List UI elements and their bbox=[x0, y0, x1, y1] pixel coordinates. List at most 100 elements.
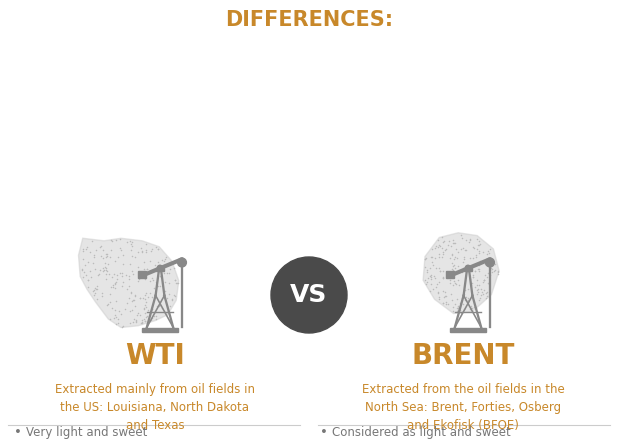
Point bbox=[90, 292, 99, 299]
Point bbox=[485, 280, 494, 287]
Point bbox=[170, 293, 180, 300]
Point bbox=[478, 291, 488, 298]
Point bbox=[477, 289, 487, 296]
Point bbox=[429, 272, 439, 279]
Point bbox=[122, 300, 132, 307]
Point bbox=[448, 262, 458, 269]
Point bbox=[475, 265, 485, 272]
Point bbox=[449, 255, 459, 262]
Point bbox=[421, 255, 431, 262]
Point bbox=[96, 242, 106, 249]
Bar bbox=[464, 268, 472, 271]
Point bbox=[170, 277, 180, 284]
Point bbox=[447, 243, 457, 250]
Point bbox=[453, 305, 463, 312]
Point bbox=[151, 315, 161, 323]
Point bbox=[454, 282, 464, 289]
Point bbox=[112, 275, 122, 282]
Point bbox=[467, 303, 476, 310]
Point bbox=[479, 286, 489, 293]
Point bbox=[89, 252, 99, 259]
Point bbox=[78, 255, 88, 262]
Point bbox=[439, 293, 449, 300]
Point bbox=[464, 285, 473, 292]
Text: BRENT: BRENT bbox=[412, 342, 515, 370]
Point bbox=[460, 286, 470, 293]
Point bbox=[452, 296, 462, 303]
Point bbox=[445, 254, 455, 261]
Point bbox=[491, 261, 501, 268]
Point bbox=[117, 269, 127, 276]
Point bbox=[111, 257, 121, 264]
Point bbox=[446, 274, 455, 281]
Point bbox=[112, 315, 122, 323]
Point bbox=[447, 252, 457, 259]
Point bbox=[479, 277, 489, 284]
Point bbox=[141, 241, 151, 248]
Point bbox=[431, 284, 441, 291]
Point bbox=[111, 321, 121, 328]
Point bbox=[127, 268, 137, 275]
Point bbox=[474, 250, 484, 257]
Point bbox=[83, 284, 93, 291]
Point bbox=[445, 271, 455, 279]
Point bbox=[85, 249, 95, 256]
Point bbox=[487, 266, 497, 273]
Point bbox=[95, 266, 105, 273]
Point bbox=[127, 270, 137, 277]
Point bbox=[426, 275, 436, 282]
Point bbox=[153, 245, 163, 252]
Point bbox=[127, 253, 137, 260]
Point bbox=[474, 261, 484, 268]
Point bbox=[457, 269, 467, 276]
Point bbox=[468, 273, 478, 280]
Point bbox=[449, 253, 459, 260]
Point bbox=[154, 302, 164, 309]
Point bbox=[153, 258, 163, 265]
Point bbox=[80, 261, 90, 268]
Point bbox=[434, 265, 444, 272]
Point bbox=[137, 319, 146, 326]
Text: WTI: WTI bbox=[125, 342, 185, 370]
Point bbox=[117, 323, 127, 330]
Point bbox=[127, 290, 137, 297]
Point bbox=[447, 266, 457, 273]
Point bbox=[141, 299, 151, 306]
Point bbox=[427, 258, 437, 265]
Point bbox=[143, 266, 153, 273]
Text: Extracted mainly from oil fields in
the US: Louisiana, North Dakota
and Texas: Extracted mainly from oil fields in the … bbox=[55, 383, 255, 432]
Point bbox=[434, 254, 444, 261]
Point bbox=[137, 316, 146, 323]
Point bbox=[124, 273, 133, 280]
Point bbox=[448, 240, 458, 247]
Point bbox=[479, 276, 489, 283]
Point bbox=[141, 248, 151, 255]
Point bbox=[121, 305, 130, 312]
Polygon shape bbox=[78, 238, 179, 327]
Point bbox=[485, 272, 495, 279]
Point bbox=[171, 280, 181, 287]
Point bbox=[455, 304, 465, 311]
Point bbox=[142, 266, 151, 273]
Point bbox=[478, 249, 488, 256]
Point bbox=[452, 302, 462, 309]
Point bbox=[162, 270, 172, 277]
Point bbox=[463, 296, 473, 303]
Bar bbox=[446, 271, 454, 278]
Point bbox=[124, 275, 134, 282]
Point bbox=[165, 265, 175, 272]
Point bbox=[457, 295, 467, 302]
Point bbox=[484, 250, 494, 257]
Point bbox=[453, 263, 463, 270]
Point bbox=[427, 254, 437, 261]
Point bbox=[124, 283, 134, 290]
Point bbox=[111, 279, 121, 286]
Point bbox=[88, 288, 98, 295]
Point bbox=[444, 237, 454, 244]
Point bbox=[458, 264, 468, 271]
Point bbox=[433, 236, 442, 243]
Point bbox=[459, 253, 469, 260]
Point bbox=[483, 279, 493, 286]
Point bbox=[90, 265, 100, 272]
Point bbox=[450, 301, 460, 308]
